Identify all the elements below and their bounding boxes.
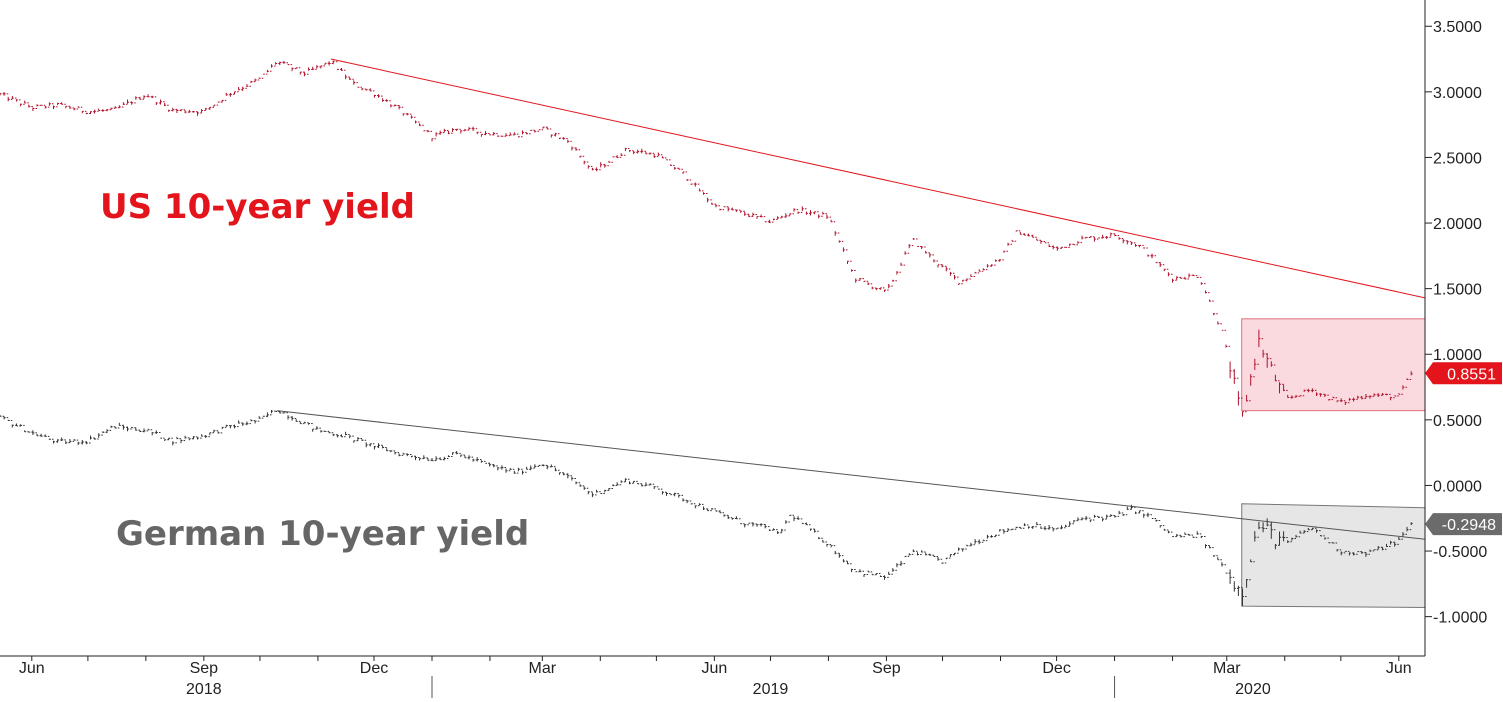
x-tick-label: Dec bbox=[1042, 660, 1070, 677]
de-last-value-label: -0.2948 bbox=[1442, 517, 1496, 534]
x-tick-label: Sep bbox=[872, 660, 901, 677]
y-tick-label: -1.0000 bbox=[1433, 610, 1487, 627]
y-tick-label: 1.0000 bbox=[1433, 347, 1482, 364]
last-value-tags: 0.8551 -0.2948 bbox=[1425, 362, 1502, 536]
x-tick-label: Mar bbox=[529, 660, 557, 677]
y-tick-label: 1.5000 bbox=[1433, 282, 1482, 299]
us-last-value-label: 0.8551 bbox=[1447, 366, 1496, 383]
x-tick-label: Jun bbox=[1386, 660, 1412, 677]
y-tick-label: 3.5000 bbox=[1433, 19, 1482, 36]
us-yield-line bbox=[0, 60, 1413, 417]
x-tick-label: Sep bbox=[190, 660, 219, 677]
series-label-us: US 10-year yield bbox=[100, 187, 415, 227]
range-bands bbox=[1241, 318, 1426, 608]
y-tick-label: 2.5000 bbox=[1433, 150, 1482, 167]
series-lines bbox=[0, 60, 1413, 606]
de-range-band bbox=[1241, 503, 1426, 608]
x-year-label: 2019 bbox=[753, 681, 789, 698]
y-tick-label: 2.0000 bbox=[1433, 216, 1482, 233]
us-trendline bbox=[330, 58, 1426, 299]
y-tick-label: 0.5000 bbox=[1433, 413, 1482, 430]
y-tick-label: -0.5000 bbox=[1433, 544, 1487, 561]
y-tick-label: 3.0000 bbox=[1433, 85, 1482, 102]
de-yield-line bbox=[0, 410, 1413, 606]
de-last-value-tag bbox=[1425, 513, 1502, 536]
x-tick-label: Dec bbox=[360, 660, 388, 677]
series-label-de: German 10-year yield bbox=[116, 514, 529, 554]
x-tick-label: Mar bbox=[1213, 660, 1241, 677]
trendlines bbox=[276, 58, 1426, 540]
x-year-label: 2018 bbox=[186, 681, 222, 698]
x-tick-label: Jun bbox=[701, 660, 727, 677]
de-trendline bbox=[276, 410, 1426, 540]
x-tick-label: Jun bbox=[19, 660, 45, 677]
x-year-label: 2020 bbox=[1235, 681, 1271, 698]
us-last-value-tag bbox=[1425, 362, 1502, 385]
y-tick-label: 0.0000 bbox=[1433, 478, 1482, 495]
